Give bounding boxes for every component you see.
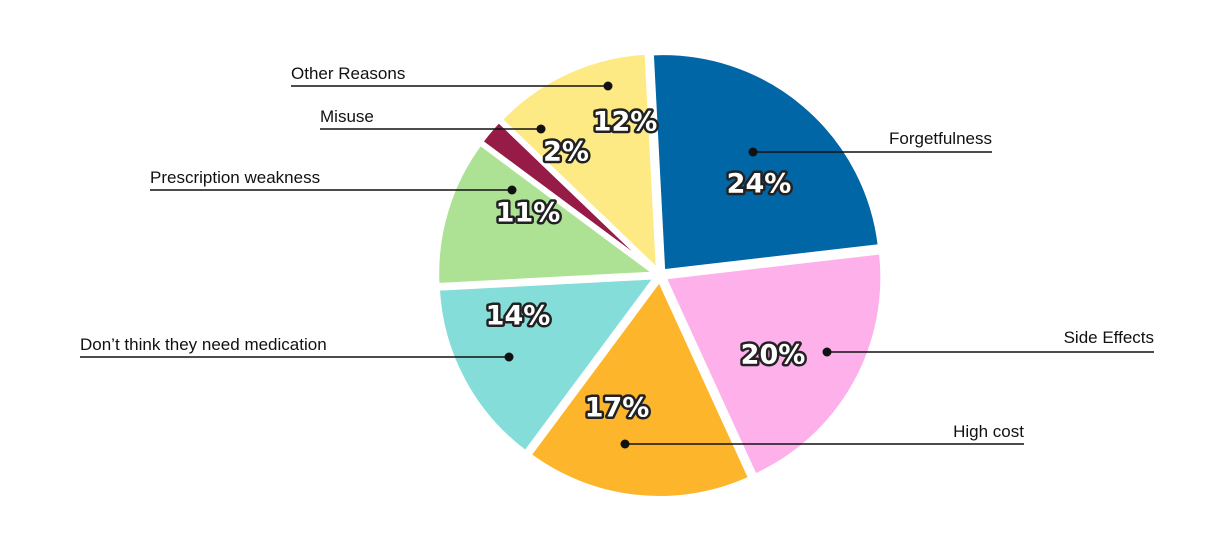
slice-value-label: 11%	[496, 198, 561, 229]
leaders-layer	[80, 81, 1154, 449]
pie-slice-don-t-think-they-need-medication	[435, 275, 658, 455]
pie-slice-side-effects	[662, 250, 885, 478]
slice-label: Other Reasons	[291, 64, 405, 83]
category-labels-layer: Forgetfulness Side Effects High cost Don’t …	[80, 64, 1154, 441]
slice-label: Forgetfulness	[889, 129, 992, 148]
slice-value-label: 20%	[741, 340, 806, 371]
slice-value-label: 12%	[593, 107, 658, 138]
leader-dot	[504, 352, 514, 362]
leader-dot	[822, 347, 832, 357]
slice-value-label: 17%	[585, 393, 650, 424]
slice-label: Side Effects	[1064, 328, 1154, 347]
leader-dot	[507, 185, 517, 195]
slice-value-label: 14%	[486, 301, 551, 332]
pie-slice-prescription-weakness	[435, 141, 658, 287]
slice-value-label: 24%	[727, 169, 792, 200]
slice-label: High cost	[953, 422, 1024, 441]
slice-label: Prescription weakness	[150, 168, 320, 187]
pie-slice-misuse	[479, 118, 659, 274]
leader-dot	[748, 147, 758, 157]
leader-dot	[536, 124, 546, 134]
slice-value-label: 2%	[543, 137, 589, 168]
slice-label: Misuse	[320, 107, 374, 126]
pie-slice-other-reasons	[498, 50, 660, 273]
leader-dot	[603, 81, 613, 91]
slices-layer	[435, 50, 885, 500]
percent-labels-layer: 24% 20% 17% 14% 11% 2%12%	[483, 104, 808, 426]
slice-label: Don’t think they need medication	[80, 335, 327, 354]
leader-dot	[620, 439, 630, 449]
pie-slice-forgetfulness	[649, 51, 882, 274]
